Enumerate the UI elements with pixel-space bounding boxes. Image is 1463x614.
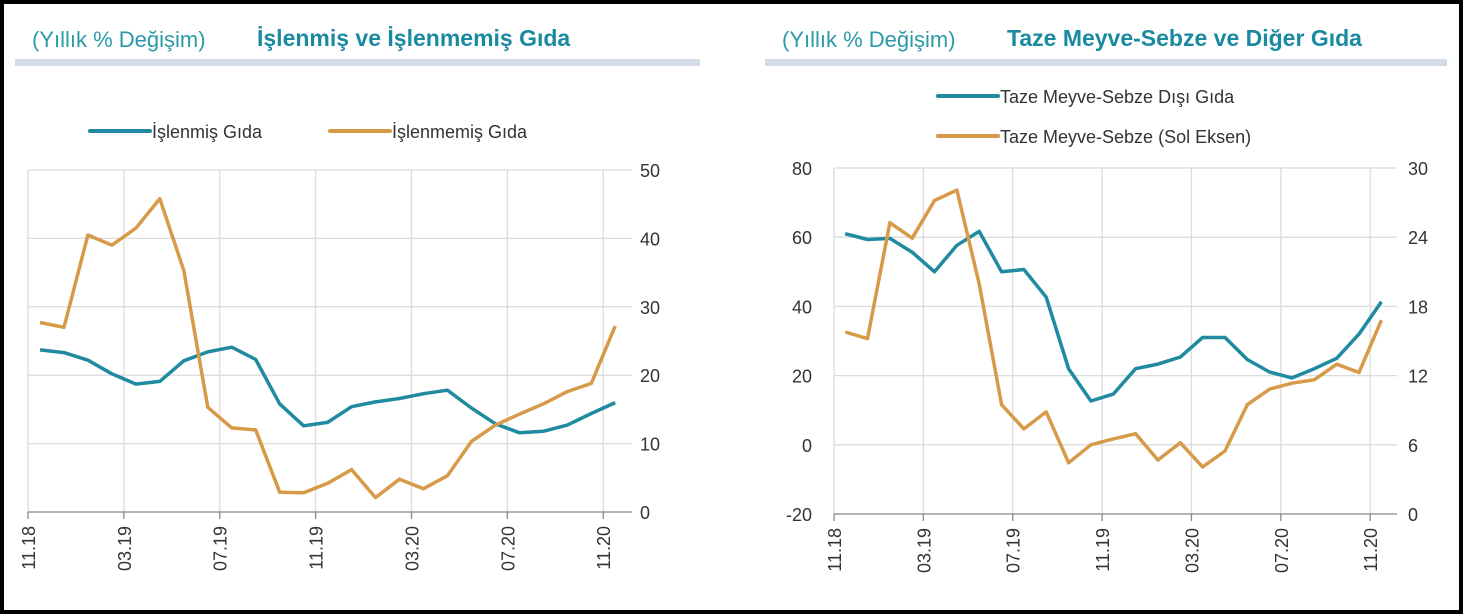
y-right-tick-label: 24 <box>1408 228 1428 248</box>
chart-panel-1: (Yıllık % Değişim) İşlenmiş ve İşlenmemiş… <box>15 25 700 571</box>
chart-subtitle: (Yıllık % Değişim) <box>32 27 206 52</box>
y-right-tick-label: 50 <box>640 161 660 181</box>
x-tick-label: 11.18 <box>19 526 39 570</box>
y-left-tick-label: -20 <box>786 505 812 525</box>
legend-label: İşlenmiş Gıda <box>152 122 263 142</box>
y-right-tick-label: 0 <box>1408 505 1418 525</box>
x-tick-label: 07.19 <box>211 526 231 571</box>
y-right-tick-label: 6 <box>1408 436 1418 456</box>
y-right-tick-label: 20 <box>640 366 660 386</box>
legend-label: Taze Meyve-Sebze (Sol Eksen) <box>1000 127 1251 147</box>
series-line-2 <box>39 196 617 500</box>
chart-panel-2: (Yıllık % Değişim) Taze Meyve-Sebze ve Di… <box>765 25 1447 573</box>
y-left-tick-label: 0 <box>802 436 812 456</box>
x-tick-label: 07.20 <box>498 526 518 571</box>
title-underline <box>15 59 700 66</box>
y-left-tick-label: 80 <box>792 159 812 179</box>
x-tick-label: 03.20 <box>1182 528 1202 573</box>
y-right-tick-label: 10 <box>640 435 660 455</box>
x-tick-label: 03.19 <box>115 526 135 571</box>
series-line-2 <box>844 188 1384 469</box>
x-tick-label: 11.20 <box>1361 528 1381 572</box>
x-tick-label: 11.20 <box>594 526 614 570</box>
x-tick-label: 03.19 <box>914 528 934 573</box>
y-right-tick-label: 30 <box>640 298 660 318</box>
x-tick-label: 11.18 <box>825 528 845 572</box>
y-right-tick-label: 30 <box>1408 159 1428 179</box>
y-right-tick-label: 18 <box>1408 297 1428 317</box>
y-left-tick-label: 60 <box>792 228 812 248</box>
chart-subtitle: (Yıllık % Değişim) <box>782 27 956 52</box>
x-tick-label: 11.19 <box>307 526 327 570</box>
x-tick-label: 07.20 <box>1272 528 1292 573</box>
y-right-tick-label: 12 <box>1408 367 1428 387</box>
legend-label: İşlenmemiş Gıda <box>392 122 528 142</box>
x-tick-label: 11.19 <box>1093 528 1113 572</box>
y-left-tick-label: 40 <box>792 297 812 317</box>
chart-title: Taze Meyve-Sebze ve Diğer Gıda <box>1007 25 1362 51</box>
series-line-1 <box>39 345 616 435</box>
x-tick-label: 03.20 <box>402 526 422 571</box>
chart-title: İşlenmiş ve İşlenmemiş Gıda <box>257 25 570 51</box>
y-right-tick-label: 40 <box>640 229 660 249</box>
y-left-tick-label: 20 <box>792 367 812 387</box>
y-right-tick-label: 0 <box>640 503 650 523</box>
title-underline <box>765 59 1447 66</box>
x-tick-label: 07.19 <box>1004 528 1024 573</box>
legend-label: Taze Meyve-Sebze Dışı Gıda <box>1000 87 1235 107</box>
